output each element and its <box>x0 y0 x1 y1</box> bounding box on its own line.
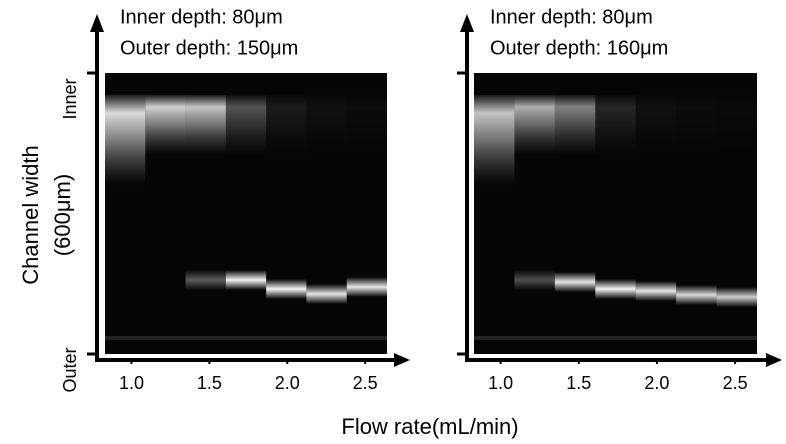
inner-stream <box>554 95 596 155</box>
inner-stream <box>105 95 146 185</box>
outer-stream <box>225 270 267 290</box>
outer-stream <box>595 279 636 299</box>
y-axis-label: (600μm) <box>50 174 75 256</box>
x-axis-arrow <box>394 353 410 367</box>
x-tick-label: 2.0 <box>644 373 669 393</box>
outer-stream <box>266 279 307 299</box>
outer-stream <box>716 287 757 307</box>
x-tick-label: 2.0 <box>275 373 300 393</box>
outer-wall-line <box>105 336 387 340</box>
inner-stream <box>595 95 636 155</box>
outer-stream <box>346 277 387 297</box>
x-axis-label: Flow rate(mL/min) <box>341 414 518 439</box>
x-tick-label: 1.5 <box>197 373 222 393</box>
inner-stream <box>306 95 347 155</box>
outer-stream <box>514 270 555 290</box>
y-axis-arrow <box>460 14 474 32</box>
inner-stream <box>225 95 267 155</box>
y-tick-label: Inner <box>60 78 80 119</box>
inner-stream <box>266 95 307 155</box>
outer-stream <box>306 284 347 304</box>
outer-wall-line <box>474 336 757 340</box>
inner-stream <box>474 95 515 185</box>
y-tick-label: Outer <box>60 347 80 392</box>
inner-stream <box>717 95 757 155</box>
x-tick-label: 1.0 <box>488 373 513 393</box>
inner-stream <box>185 95 226 155</box>
outer-stream <box>635 281 677 301</box>
annotation: Inner depth: 80μm <box>120 6 283 28</box>
x-axis-arrow <box>766 353 782 367</box>
inner-stream <box>347 95 387 155</box>
x-tick-label: 2.5 <box>353 373 378 393</box>
inner-stream <box>676 95 716 155</box>
annotation: Outer depth: 150μm <box>120 37 298 59</box>
annotation: Inner depth: 80μm <box>490 6 653 28</box>
x-tick-label: 2.5 <box>723 373 748 393</box>
outer-stream <box>676 285 717 305</box>
inner-stream <box>145 95 186 155</box>
annotation: Outer depth: 160μm <box>490 37 668 59</box>
inner-stream <box>635 95 677 155</box>
inner-stream <box>514 95 555 155</box>
y-axis-arrow <box>90 14 104 32</box>
y-axis-label: Channel width <box>18 145 43 284</box>
x-tick-label: 1.5 <box>566 373 591 393</box>
outer-stream <box>185 270 226 290</box>
outer-stream <box>554 272 596 292</box>
x-tick-label: 1.0 <box>119 373 144 393</box>
